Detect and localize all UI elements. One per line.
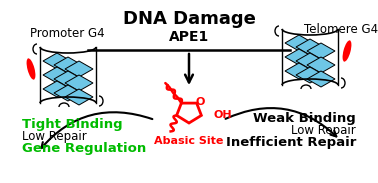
Polygon shape <box>43 81 71 97</box>
Text: Low Repair: Low Repair <box>291 124 356 137</box>
Text: Tight Binding: Tight Binding <box>22 118 122 131</box>
Polygon shape <box>307 71 335 87</box>
Text: Low Repair: Low Repair <box>22 130 87 143</box>
Text: Inefficient Repair: Inefficient Repair <box>226 136 356 149</box>
Text: Weak Binding: Weak Binding <box>253 112 356 125</box>
Text: O: O <box>196 97 205 107</box>
Polygon shape <box>307 43 335 59</box>
Text: Gene Regulation: Gene Regulation <box>22 142 146 155</box>
Polygon shape <box>285 49 313 65</box>
Polygon shape <box>285 63 313 79</box>
Polygon shape <box>54 57 82 73</box>
Polygon shape <box>307 57 335 73</box>
Polygon shape <box>296 67 324 83</box>
Text: Promoter G4: Promoter G4 <box>30 27 105 40</box>
Ellipse shape <box>26 58 36 80</box>
Ellipse shape <box>342 40 352 62</box>
Text: DNA Damage: DNA Damage <box>122 10 256 28</box>
Polygon shape <box>65 89 93 105</box>
Polygon shape <box>43 53 71 69</box>
Text: APE1: APE1 <box>169 30 209 44</box>
Text: OH: OH <box>213 110 232 120</box>
Text: Abasic Site: Abasic Site <box>154 136 224 146</box>
Polygon shape <box>54 71 82 87</box>
Polygon shape <box>65 75 93 91</box>
Polygon shape <box>65 61 93 77</box>
Polygon shape <box>285 35 313 51</box>
Polygon shape <box>43 67 71 83</box>
Polygon shape <box>296 39 324 55</box>
Polygon shape <box>296 53 324 69</box>
Polygon shape <box>54 85 82 101</box>
Text: Telomere G4: Telomere G4 <box>304 23 378 36</box>
